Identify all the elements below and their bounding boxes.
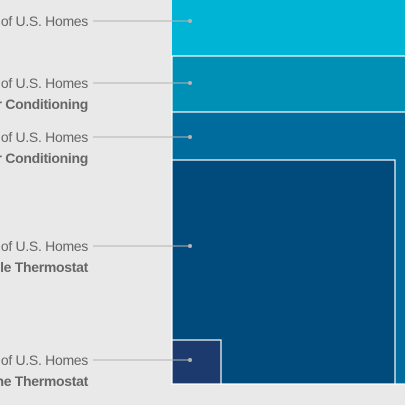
label-line1-1: % of U.S. Homes bbox=[0, 13, 88, 29]
label-line1-2: % of U.S. Homes bbox=[0, 75, 88, 91]
leader-dot-2 bbox=[188, 81, 192, 85]
label-line1-3: % of U.S. Homes bbox=[0, 129, 88, 145]
leader-dot-1 bbox=[188, 19, 192, 23]
label-line1-4: % of U.S. Homes bbox=[0, 238, 88, 254]
label-line2-5: Use the Thermostat bbox=[0, 373, 89, 389]
label-line1-5: % of U.S. Homes bbox=[0, 352, 88, 368]
area-rect-5 bbox=[171, 339, 222, 385]
label-line2-3: Air Conditioning bbox=[0, 150, 88, 166]
area-rect-2 bbox=[171, 55, 405, 115]
leader-dot-3 bbox=[188, 135, 192, 139]
category-labels: % of U.S. Homes % of U.S. Homes Air Condit… bbox=[0, 13, 89, 389]
area-rects bbox=[171, 0, 405, 385]
leader-dot-5 bbox=[188, 358, 192, 362]
leader-lines bbox=[93, 19, 192, 362]
area-rect-1 bbox=[172, 0, 405, 56]
label-line2-4: Programmable Thermostat bbox=[0, 259, 89, 275]
label-line2-2: Air Conditioning bbox=[0, 96, 88, 112]
leader-dot-4 bbox=[188, 244, 192, 248]
